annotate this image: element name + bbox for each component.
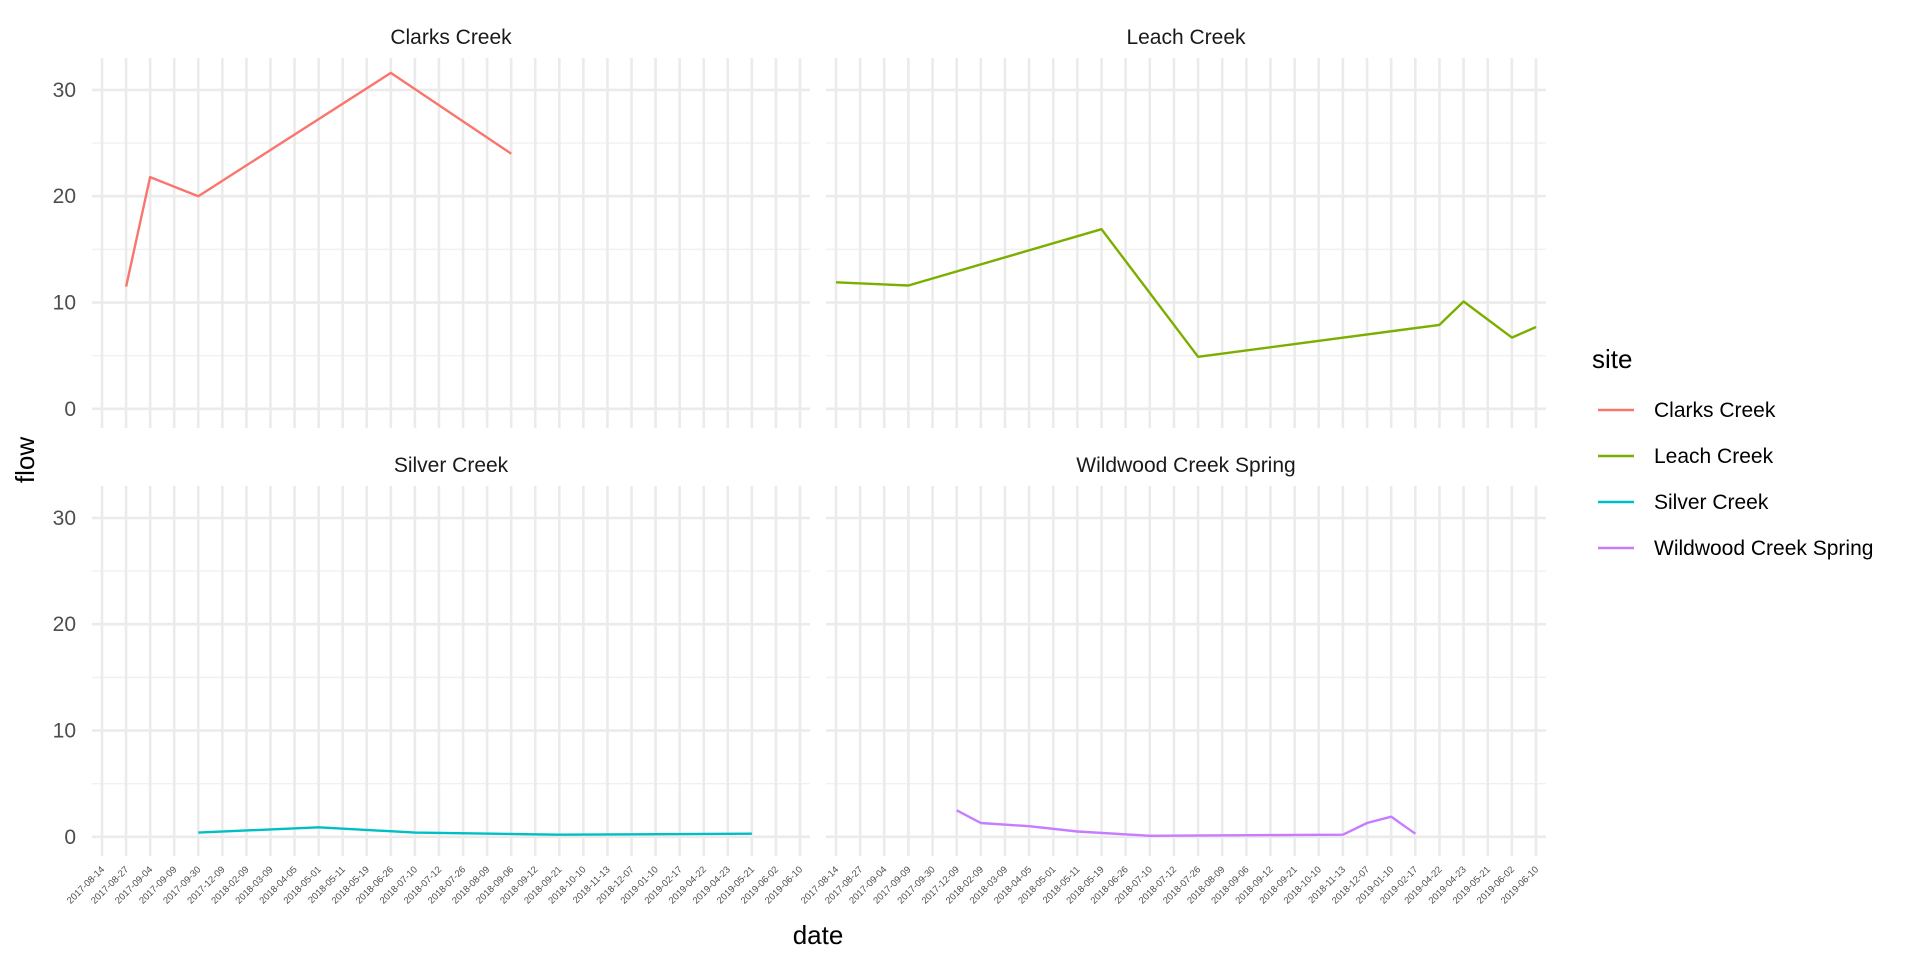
y-tick-label: 20 — [53, 185, 76, 208]
series-line-wildwood-creek-spring — [956, 809, 1416, 837]
series-line-clarks-creek — [124, 71, 512, 287]
legend: site Clarks Creek Leach Creek Silver Creek… — [1592, 344, 1873, 560]
y-tick-label: 0 — [64, 826, 76, 849]
facet-title: Clarks Creek — [390, 26, 512, 49]
y-tick-label: 10 — [53, 720, 76, 743]
facet-title: Leach Creek — [1126, 26, 1246, 49]
y-tick-label: 30 — [53, 507, 76, 530]
facet-panel-wildwood-creek-spring: Wildwood Creek Spring2017-08-142017-08-2… — [799, 454, 1546, 906]
legend-label: Wildwood Creek Spring — [1654, 537, 1873, 560]
facet-title: Wildwood Creek Spring — [1076, 454, 1295, 477]
legend-label: Silver Creek — [1654, 491, 1769, 514]
facet-panel-clarks-creek: Clarks Creek 0 10 20 30 — [53, 26, 810, 428]
facet-panels: Clarks Creek 0 10 20 30 Leach Creek Silver Cre… — [53, 26, 1546, 906]
y-tick-label: 30 — [53, 79, 76, 102]
y-tick-label: 0 — [64, 398, 76, 421]
series-line-silver-creek — [198, 826, 752, 836]
series-line-leach-creek — [835, 227, 1537, 358]
facet-panel-silver-creek: Silver Creek01020302017-08-142017-08-272… — [53, 454, 810, 906]
legend-title: site — [1592, 344, 1632, 374]
facet-title: Silver Creek — [394, 454, 509, 477]
legend-label: Leach Creek — [1654, 445, 1774, 468]
legend-label: Clarks Creek — [1654, 399, 1776, 422]
y-tick-label: 10 — [53, 292, 76, 315]
y-tick-label: 20 — [53, 613, 76, 636]
x-axis-title: date — [793, 920, 844, 950]
facet-panel-leach-creek: Leach Creek — [826, 26, 1546, 428]
y-axis-title: flow — [10, 437, 40, 483]
